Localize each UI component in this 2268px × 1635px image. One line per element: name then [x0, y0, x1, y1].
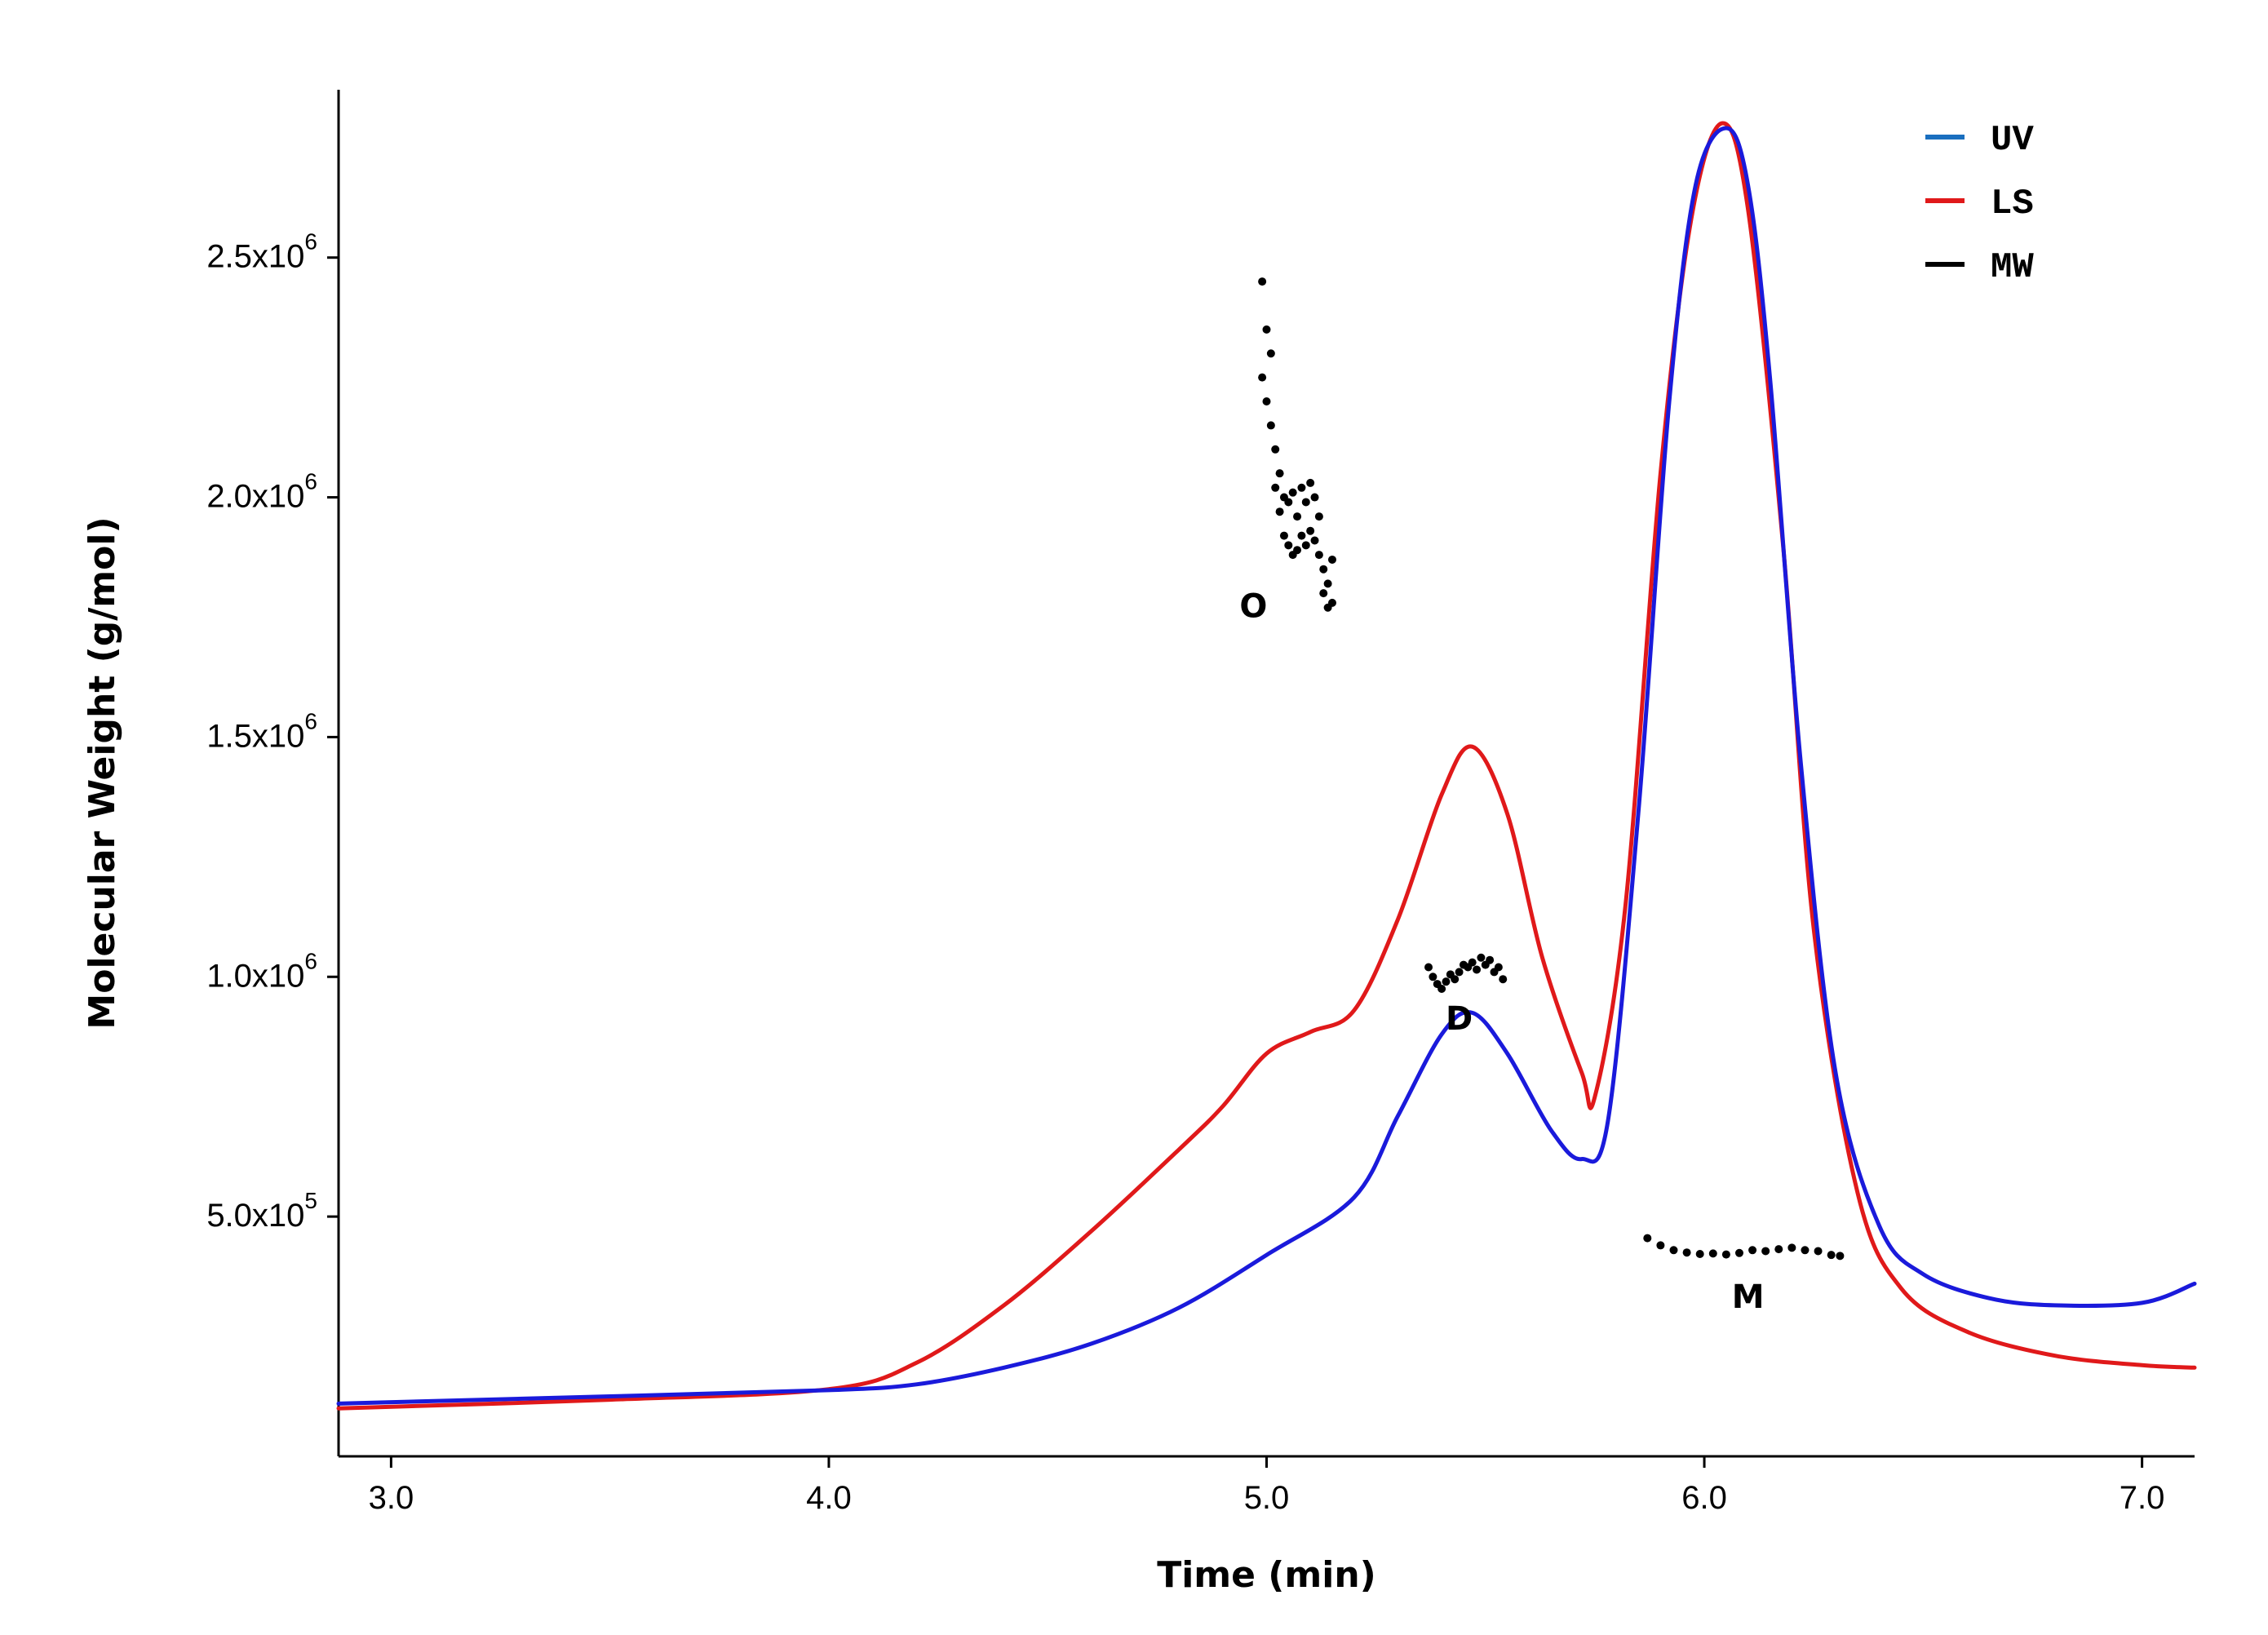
mw-point — [1499, 975, 1508, 984]
mw-point — [1327, 598, 1336, 607]
mw-point — [1258, 373, 1267, 382]
mw-point — [1271, 445, 1280, 454]
y-tick-label: 2.5x106 — [206, 229, 317, 275]
mw-point — [1310, 493, 1319, 502]
axes — [337, 90, 2195, 1458]
mw-point — [1656, 1241, 1665, 1250]
mw-point — [1708, 1249, 1717, 1258]
mw-point — [1262, 325, 1271, 334]
mw-point — [1319, 589, 1328, 598]
mw-point — [1271, 483, 1280, 492]
x-tick-label: 7.0 — [2120, 1480, 2165, 1516]
y-tick-label: 1.0x106 — [206, 948, 317, 994]
legend: UV LS MW — [1925, 120, 2034, 288]
mw-point — [1288, 488, 1297, 497]
mw-point — [1297, 531, 1306, 540]
x-tick-label: 6.0 — [1681, 1480, 1727, 1516]
x-axis-title: Time (min) — [1157, 1554, 1376, 1596]
mw-point — [1293, 512, 1302, 521]
mw-point — [1293, 546, 1302, 555]
mw-point — [1319, 565, 1328, 574]
y-tick-exponent: 6 — [304, 948, 317, 973]
mw-point — [1306, 526, 1315, 535]
mw-point — [1827, 1251, 1836, 1260]
mw-point — [1451, 975, 1460, 984]
mw-point — [1801, 1246, 1810, 1255]
y-tick-label: 5.0x105 — [206, 1188, 317, 1234]
mw-point — [1721, 1250, 1730, 1259]
y-tick-base: 2.5x10 — [206, 239, 304, 275]
mw-point — [1748, 1246, 1757, 1255]
mw-point — [1494, 963, 1503, 972]
mw-point — [1275, 469, 1284, 478]
series-ls-line — [336, 121, 2197, 1411]
mw-point — [1486, 955, 1495, 964]
mw-point — [1266, 421, 1275, 430]
annotation-o: O — [1239, 587, 1267, 625]
y-tick-base: 1.5x10 — [206, 718, 304, 754]
mw-point — [1473, 965, 1482, 974]
annotation-d: D — [1446, 1000, 1473, 1038]
mw-point — [1306, 478, 1315, 487]
mw-point — [1327, 555, 1336, 564]
mw-point — [1310, 536, 1319, 545]
mw-point — [1442, 977, 1451, 986]
legend-label-mw: MW — [1991, 247, 2034, 288]
x-tick-label: 4.0 — [806, 1480, 852, 1516]
x-tick-label: 3.0 — [369, 1480, 414, 1516]
mw-point — [1669, 1246, 1678, 1255]
mw-point — [1279, 531, 1288, 540]
x-ticks: 3.0 4.0 5.0 6.0 7.0 — [369, 1456, 2165, 1516]
mw-point — [1301, 541, 1310, 550]
x-tick-label: 5.0 — [1244, 1480, 1290, 1516]
legend-label-uv: UV — [1991, 120, 2034, 161]
mw-point — [1761, 1247, 1770, 1256]
mw-point — [1734, 1248, 1743, 1257]
series-uv-line — [336, 126, 2197, 1406]
mw-point — [1437, 984, 1446, 993]
y-tick-exponent: 5 — [304, 1188, 317, 1213]
mw-point — [1468, 958, 1477, 967]
y-tick-base: 1.0x10 — [206, 958, 304, 994]
mw-point — [1424, 963, 1433, 972]
mw-point — [1284, 498, 1293, 507]
series-layer — [336, 121, 2197, 1411]
mw-point — [1323, 579, 1332, 588]
mw-point — [1774, 1245, 1783, 1254]
y-tick-exponent: 6 — [304, 469, 317, 494]
mw-point — [1429, 973, 1437, 981]
mw-point — [1455, 968, 1464, 977]
y-tick-exponent: 6 — [304, 708, 317, 733]
mw-point — [1682, 1248, 1691, 1257]
mw-point — [1314, 551, 1323, 560]
mw-point — [1643, 1234, 1652, 1243]
mw-point — [1262, 397, 1271, 406]
mw-point — [1314, 512, 1323, 521]
y-tick-label: 2.0x106 — [206, 469, 317, 515]
y-axis-title: Molecular Weight (g/mol) — [82, 516, 123, 1029]
y-tick-label: 1.5x106 — [206, 708, 317, 754]
legend-label-ls: LS — [1991, 184, 2034, 224]
mw-point — [1695, 1249, 1704, 1258]
mw-point — [1787, 1243, 1796, 1252]
mw-point — [1836, 1252, 1845, 1261]
series-mw-points — [1258, 277, 1845, 1261]
mw-point — [1301, 498, 1310, 507]
mw-point — [1266, 349, 1275, 358]
mw-point — [1297, 483, 1306, 492]
mw-point — [1477, 953, 1486, 962]
y-tick-base: 5.0x10 — [206, 1198, 304, 1234]
mw-point — [1258, 277, 1267, 286]
y-tick-exponent: 6 — [304, 229, 317, 255]
y-tick-base: 2.0x10 — [206, 479, 304, 515]
mw-point — [1284, 541, 1293, 550]
mw-point — [1814, 1247, 1823, 1256]
mw-point — [1275, 507, 1284, 516]
annotation-m: M — [1732, 1278, 1765, 1316]
annotation-layer: O D M — [1239, 587, 1764, 1315]
